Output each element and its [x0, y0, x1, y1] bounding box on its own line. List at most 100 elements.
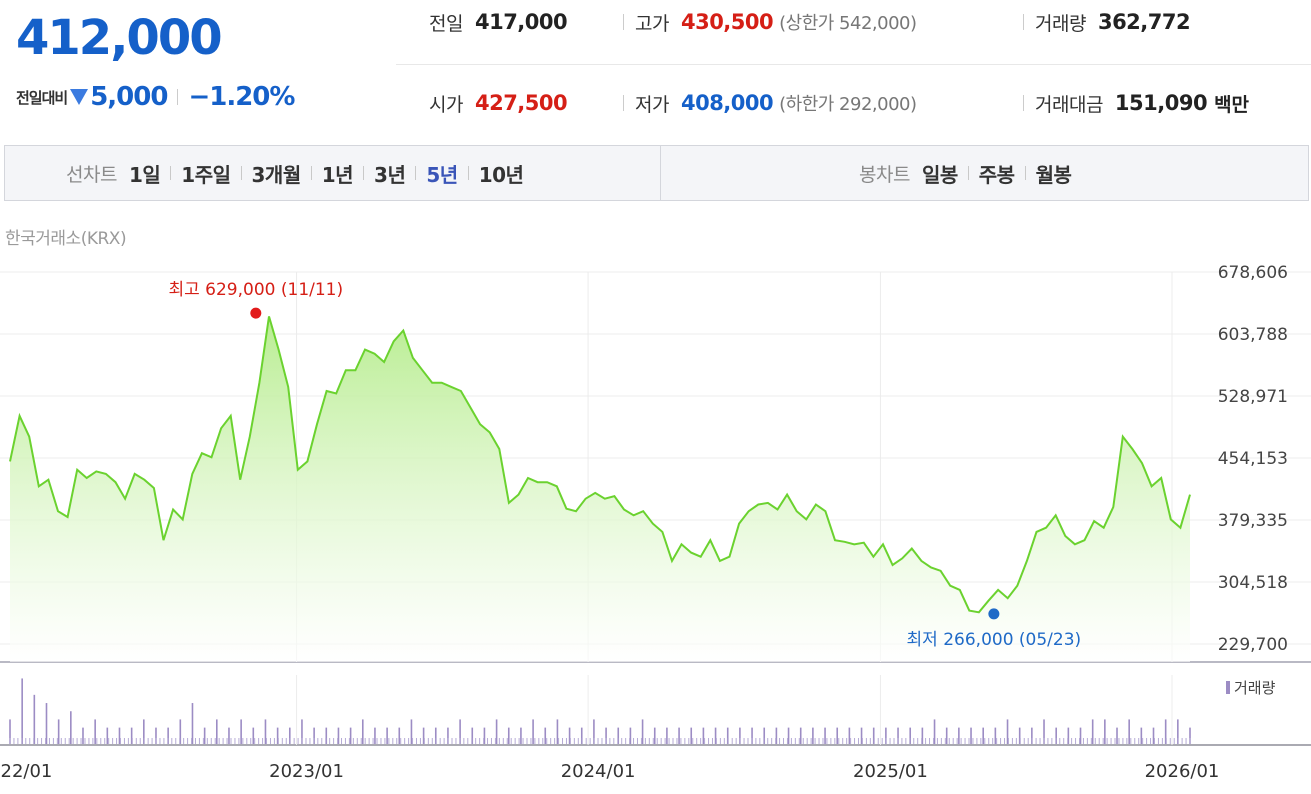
- volume-bar: [577, 738, 579, 744]
- volume-bar: [1047, 738, 1049, 744]
- volume-bar: [502, 738, 504, 744]
- volume-bar: [565, 738, 567, 744]
- volume-bar: [301, 719, 303, 744]
- volume-bar: [487, 738, 489, 744]
- volume-bar: [1067, 727, 1070, 744]
- tab-1d[interactable]: 1일: [128, 162, 161, 187]
- volume-bar: [139, 738, 141, 744]
- tab-3m[interactable]: 3개월: [251, 162, 302, 187]
- stat-label: 시가: [429, 93, 463, 116]
- tab-1y[interactable]: 1년: [321, 162, 354, 187]
- volume-bar: [285, 738, 287, 744]
- volume-bar: [1018, 727, 1021, 744]
- volume-bar: [1161, 738, 1163, 744]
- volume-bar: [1185, 738, 1187, 744]
- volume-bar: [427, 738, 429, 744]
- volume-bar: [700, 738, 702, 744]
- volume-bar: [349, 727, 352, 744]
- volume-bar: [82, 727, 84, 744]
- volume-bar: [913, 738, 915, 744]
- volume-legend: 거래량: [1234, 679, 1276, 697]
- volume-bar: [143, 738, 145, 744]
- tab-3y[interactable]: 3년: [374, 162, 406, 187]
- volume-bar: [1128, 719, 1130, 744]
- tab-monthly-candle[interactable]: 월봉: [1035, 162, 1072, 187]
- volume-bar: [857, 738, 859, 744]
- tab-10y[interactable]: 10년: [478, 162, 524, 187]
- volume-bar: [585, 738, 587, 744]
- volume-bar: [203, 727, 206, 744]
- volume-bar: [325, 738, 327, 744]
- volume-bar: [147, 738, 149, 744]
- volume-bar: [625, 738, 627, 744]
- volume-bar: [1019, 738, 1021, 744]
- volume-bar: [1078, 738, 1080, 744]
- volume-bar: [830, 738, 832, 744]
- divider: [170, 166, 172, 180]
- volume-bar: [9, 719, 11, 744]
- volume-bar: [848, 727, 851, 744]
- stat-label: 고가: [635, 12, 669, 35]
- volume-bar: [589, 738, 591, 744]
- volume-bar: [1082, 738, 1084, 744]
- tab-weekly-candle[interactable]: 주봉: [978, 162, 1015, 187]
- volume-bar: [696, 738, 698, 744]
- volume-bar: [9, 738, 11, 744]
- volume-bar: [719, 738, 721, 744]
- volume-bar: [836, 727, 839, 744]
- volume-bar: [558, 738, 560, 744]
- tab-daily-candle[interactable]: 일봉: [921, 162, 958, 187]
- volume-bar: [1164, 719, 1167, 744]
- volume-bar: [834, 738, 836, 744]
- divider: [467, 166, 469, 180]
- volume-bar: [64, 738, 66, 744]
- stat-value: 362,772: [1097, 10, 1191, 34]
- volume-bar: [726, 727, 729, 744]
- volume-bar: [404, 738, 406, 744]
- volume-bar: [992, 738, 994, 744]
- volume-bar: [846, 738, 848, 744]
- volume-bar: [262, 738, 264, 744]
- volume-bar: [104, 738, 106, 744]
- volume-bar: [629, 738, 631, 744]
- volume-bar: [690, 727, 693, 744]
- volume-bar: [538, 738, 540, 744]
- volume-bar: [70, 711, 72, 744]
- volume-bar: [1063, 738, 1065, 744]
- volume-bar: [386, 727, 388, 744]
- volume-bar: [518, 738, 520, 744]
- volume-bar: [546, 738, 548, 744]
- volume-bar: [1091, 719, 1094, 744]
- volume-bar: [447, 727, 449, 744]
- volume-bar: [751, 738, 753, 744]
- volume-bar: [348, 738, 350, 744]
- volume-bar: [21, 738, 23, 744]
- tab-1w[interactable]: 1주일: [181, 162, 231, 187]
- stat-label: 거래량: [1035, 12, 1086, 35]
- volume-bar: [633, 738, 635, 744]
- volume-bar: [29, 738, 31, 744]
- volume-bar: [799, 727, 802, 744]
- volume-bar: [333, 738, 335, 744]
- tab-5y[interactable]: 5년: [426, 162, 458, 187]
- volume-bar: [471, 727, 474, 744]
- volume-bar: [1150, 738, 1152, 744]
- volume-bar: [163, 738, 165, 744]
- volume-bar: [80, 738, 82, 744]
- volume-bar: [321, 738, 323, 744]
- volume-bar: [747, 738, 749, 744]
- volume-bar: [183, 738, 185, 744]
- volume-bar: [301, 738, 303, 744]
- volume-bar: [361, 719, 364, 744]
- volume-bar: [550, 738, 552, 744]
- volume-bar: [763, 727, 766, 744]
- volume-bar: [1075, 738, 1077, 744]
- volume-bar: [783, 738, 785, 744]
- volume-bar: [216, 719, 218, 744]
- divider: [623, 14, 624, 30]
- volume-bar: [652, 738, 654, 744]
- volume-bar: [798, 738, 800, 744]
- volume-bar: [865, 738, 867, 744]
- divider: [177, 89, 179, 105]
